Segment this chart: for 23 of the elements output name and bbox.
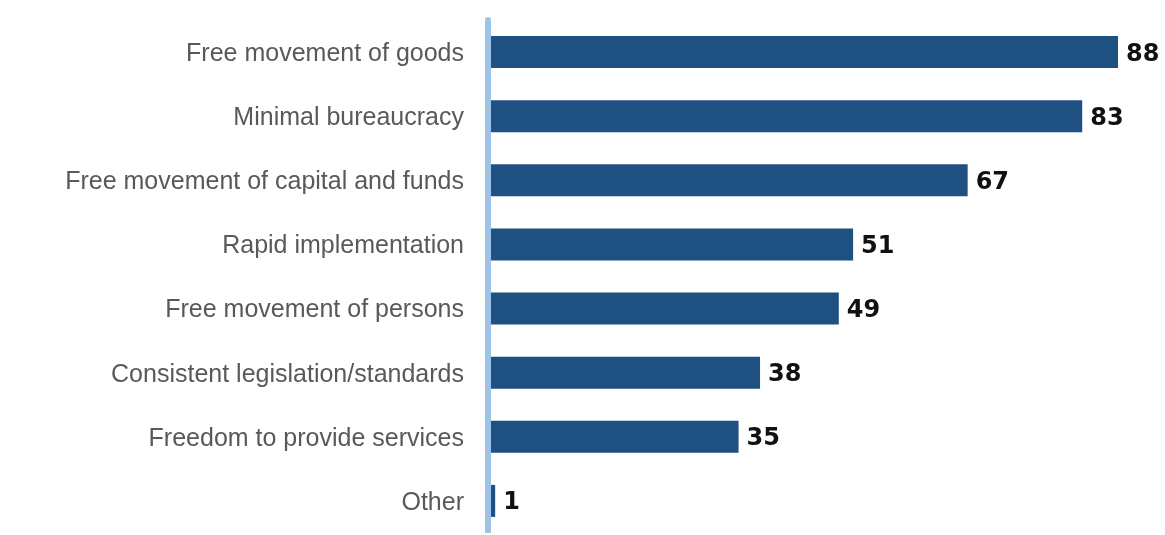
y-tick-label: Consistent legislation/standards (111, 358, 464, 387)
bar (488, 292, 839, 325)
y-tick-label: Other (401, 486, 464, 515)
bar (488, 164, 968, 197)
y-tick-label: Free movement of goods (186, 37, 464, 66)
data-label: 83 (1090, 102, 1124, 131)
data-label: 88 (1126, 38, 1160, 67)
bar (488, 100, 1083, 133)
data-label: 1 (503, 487, 520, 516)
bar (488, 356, 761, 389)
data-label: 35 (746, 423, 780, 452)
data-label: 67 (975, 166, 1010, 195)
bar (488, 420, 739, 453)
data-label: 38 (768, 359, 802, 388)
bar (488, 228, 854, 261)
y-tick-label: Freedom to provide services (148, 422, 464, 451)
bar (488, 36, 1118, 69)
y-tick-label: Minimal bureaucracy (233, 102, 465, 131)
data-label: 49 (846, 295, 881, 324)
data-label: 51 (861, 230, 895, 259)
y-tick-label: Free movement of persons (165, 294, 464, 323)
y-tick-label: Rapid implementation (222, 230, 464, 259)
y-tick-label: Free movement of capital and funds (65, 166, 464, 195)
